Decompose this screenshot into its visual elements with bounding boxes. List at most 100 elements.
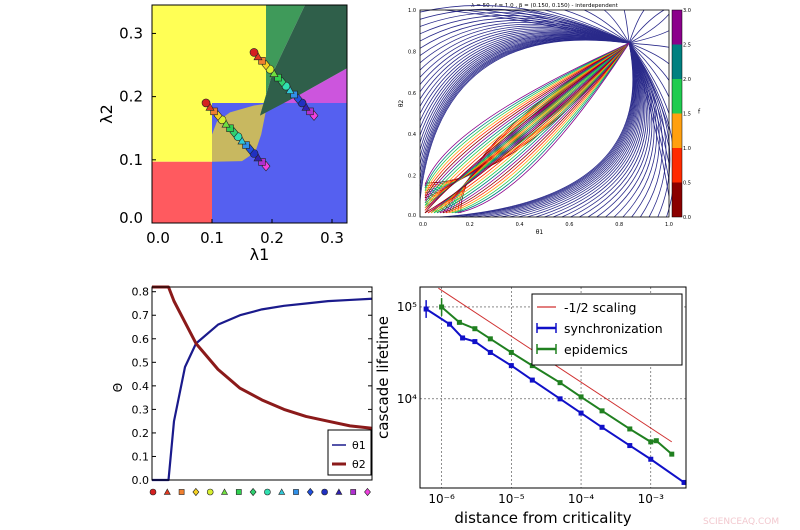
y-tick-label: 0.7: [132, 309, 150, 322]
legend-label: epidemics: [564, 342, 628, 357]
streamline: [628, 42, 671, 218]
colorbar-segment: [672, 182, 682, 217]
streamline: [419, 15, 630, 44]
y-axis-label: λ2: [97, 104, 116, 124]
y-tick-label: 10⁵: [397, 300, 417, 314]
y-tick-label: 0.1: [119, 151, 143, 169]
streamline: [419, 37, 630, 158]
streamline: [628, 42, 670, 81]
colorbar-frame: [671, 9, 683, 218]
x-tick-label: 0.6: [565, 222, 573, 228]
y-tick-label: 0.4: [408, 132, 416, 138]
plot-frame: [151, 286, 373, 481]
watermark: SCIENCEAQ.COM: [703, 517, 779, 527]
streamline: [613, 42, 655, 218]
legend-label: θ2: [352, 458, 366, 471]
streamline: [442, 42, 630, 214]
streamline: [628, 42, 670, 114]
colorbar: 0.0 0.5 1.0 1.5 2.0 2.5 3.0 f: [671, 8, 701, 221]
y-tick-label: 0.3: [119, 24, 143, 42]
data-point: [627, 443, 633, 449]
x-tick-label: 0.1: [200, 229, 224, 247]
streamline: [433, 42, 630, 214]
streamline: [419, 8, 630, 44]
series-line-θ1: [152, 297, 373, 482]
marker-series-0: [201, 98, 271, 172]
streamline: [466, 43, 635, 218]
colorbar-segment: [672, 113, 682, 148]
streamline: [564, 9, 630, 44]
streamline: [419, 36, 630, 150]
x-tick-label: 10⁻³: [638, 492, 665, 506]
colorbar-segment: [672, 10, 682, 45]
streamline: [628, 42, 663, 218]
series-synchronization: [423, 300, 687, 485]
y-tick-label: 0.0: [119, 209, 143, 227]
marker-diamond: [192, 487, 200, 497]
streamline: [419, 38, 630, 172]
streamline: [419, 38, 630, 179]
streamline: [439, 43, 634, 218]
streamline: [518, 43, 639, 218]
data-point: [447, 321, 453, 327]
streamline: [504, 9, 630, 44]
legend-label: θ1: [352, 439, 366, 452]
stream-plot-panel: λ = 50 , f = 1.0 , β = (0.150, 0.150) - …: [398, 3, 701, 236]
x-tick-label: 0.3: [320, 229, 344, 247]
y-tick-label: 0.6: [408, 91, 416, 97]
streamline: [628, 42, 670, 197]
streamline: [419, 34, 630, 129]
y-tick-label: 0.8: [132, 286, 150, 299]
x-tick-label: 0.4: [516, 222, 524, 228]
streamline: [628, 42, 670, 98]
y-tick-label: 0.0: [408, 213, 416, 219]
data-point: [599, 424, 605, 430]
streamline: [628, 42, 675, 218]
streamline: [484, 9, 630, 44]
streamline: [424, 42, 630, 206]
colorbar-label: f: [698, 109, 701, 116]
marker-square: [258, 57, 266, 65]
y-tick-label: 0.1: [132, 450, 150, 463]
streamline: [430, 42, 630, 214]
colorbar-segment: [672, 79, 682, 114]
streamline: [623, 9, 630, 44]
data-point: [460, 335, 466, 341]
colorbar-tick-label: 0.5: [683, 181, 691, 187]
y-tick-label: 10⁴: [397, 392, 417, 406]
marker-triangle: [221, 119, 231, 128]
streamline: [424, 42, 630, 204]
data-point: [472, 326, 478, 332]
streamline: [628, 42, 660, 218]
x-tick-label: 10⁻⁶: [428, 492, 455, 506]
phase-region: [260, 5, 305, 116]
marker-triangle: [285, 85, 295, 94]
streamlines: [419, 5, 675, 218]
marker-square: [210, 107, 218, 116]
streamline: [419, 32, 630, 114]
streamline: [419, 17, 630, 44]
streamline: [628, 42, 670, 131]
streamline: [424, 42, 630, 196]
y-tick-label: 0.2: [132, 427, 150, 440]
x-tick-label: 0.2: [260, 229, 284, 247]
phase-region: [212, 102, 272, 162]
streamline: [454, 42, 630, 214]
phase-region: [260, 68, 347, 111]
marker-triangle: [335, 488, 343, 495]
streamline: [629, 42, 670, 48]
marker-square: [242, 141, 250, 149]
marker-triangle: [163, 488, 171, 495]
data-point: [648, 456, 654, 462]
legend: -1/2 scaling synchronization epidemics: [531, 293, 683, 366]
marker-diamond: [306, 487, 314, 497]
streamline: [445, 42, 630, 214]
streamline: [419, 31, 630, 107]
data-point: [529, 377, 535, 383]
streamline: [629, 42, 670, 65]
marker-square: [258, 158, 266, 166]
streamline: [535, 42, 641, 218]
data-point: [648, 439, 654, 445]
streamline: [419, 33, 630, 121]
